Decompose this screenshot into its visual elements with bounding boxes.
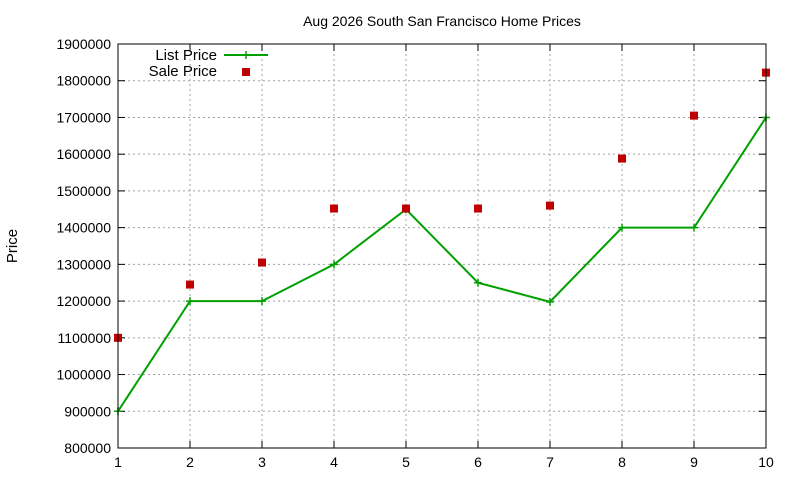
x-tick-label: 10 [758,454,774,470]
list-price-point [474,278,482,287]
y-tick-label: 1800000 [56,73,111,89]
y-tick-label: 1600000 [56,146,111,162]
y-axis-label: Price [4,229,21,263]
list-price-point [546,297,554,306]
legend-label-list-price: List Price [155,47,217,64]
series-layer [114,68,770,416]
sale-price-point [330,204,338,213]
y-tick-label: 1700000 [56,109,111,125]
x-tick-label: 8 [618,454,626,470]
y-tick-label: 1400000 [56,220,111,236]
y-axis-ticks: 800000 900000 1000000 1100000 1200000 1300000… [56,36,766,456]
x-tick-label: 7 [546,454,554,470]
list-price-point [258,297,266,306]
sale-price-point [402,204,410,213]
sale-price-point [618,154,626,163]
sale-price-point [186,280,194,289]
y-tick-label: 800000 [64,440,111,456]
legend-label-sale-price: Sale Price [149,63,217,80]
y-tick-label: 900000 [64,403,111,419]
list-price-point [186,297,194,306]
x-tick-label: 1 [114,454,122,470]
x-tick-label: 3 [258,454,266,470]
y-tick-label: 1000000 [56,367,111,383]
x-tick-label: 6 [474,454,482,470]
sale-price-point [690,111,698,120]
plot-border [117,43,767,449]
list-price-point [618,223,626,232]
y-tick-label: 1300000 [56,256,111,272]
list-price-point [330,260,338,269]
sale-price-point [474,204,482,213]
x-tick-label: 2 [186,454,194,470]
y-tick-label: 1500000 [56,183,111,199]
sale-price-point [546,201,554,210]
x-tick-label: 9 [690,454,698,470]
legend-marker-sale-price [242,68,250,76]
x-axis-ticks: 1 2 3 4 5 6 7 8 9 10 [114,44,774,470]
y-tick-label: 1900000 [56,36,111,52]
list-price-line [117,116,767,412]
x-tick-label: 5 [402,454,410,470]
y-tick-label: 1100000 [58,330,112,346]
sale-price-point [258,258,266,267]
legend-marker-list-price [242,51,250,59]
list-price-point [690,223,698,232]
chart-title: Aug 2026 South San Francisco Home Prices [303,13,581,29]
y-tick-label: 1200000 [56,293,111,309]
x-tick-label: 4 [330,454,338,470]
